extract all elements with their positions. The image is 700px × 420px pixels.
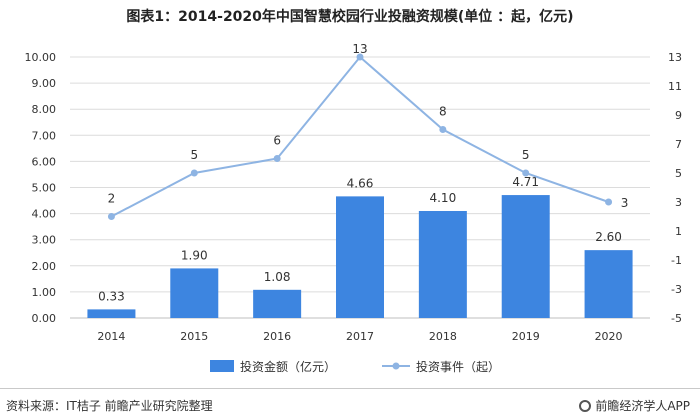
- x-tick-label: 2016: [263, 330, 291, 343]
- line-series: [107, 53, 613, 220]
- right-tick-label: -1: [671, 254, 682, 267]
- x-tick-label: 2019: [512, 330, 540, 343]
- left-tick-label: 1.00: [32, 286, 57, 299]
- bar: [253, 289, 302, 318]
- right-tick-label: 11: [668, 80, 682, 93]
- bar: [87, 309, 136, 318]
- line-point: [107, 213, 115, 220]
- bar-data-labels: 0.33 1.90 1.08 4.66 4.10 4.71 2.60: [98, 175, 622, 303]
- bar: [336, 196, 384, 318]
- line-point: [190, 169, 198, 177]
- legend-label-line: 投资事件（起）: [416, 359, 500, 374]
- bar-value-label: 4.10: [429, 191, 456, 205]
- line-data-labels: 2 5 6 13 8 5 3: [108, 42, 629, 210]
- legend-label-bar: 投资金额（亿元）: [240, 359, 336, 374]
- footer: 资料来源：IT桔子 前瞻产业研究院整理 前瞻经济学人APP: [0, 388, 700, 420]
- line-value-label: 2: [108, 192, 116, 206]
- line-point: [605, 198, 613, 206]
- x-tick-label: 2018: [429, 330, 457, 343]
- brand-logo-icon: [579, 399, 592, 412]
- line-point: [522, 169, 530, 177]
- right-tick-label: 7: [675, 138, 682, 151]
- right-tick-label: 9: [675, 109, 682, 122]
- bar-series: [87, 195, 633, 318]
- right-tick-label: 3: [675, 196, 682, 209]
- bar-value-label: 4.66: [347, 176, 374, 190]
- line-value-label: 5: [190, 148, 198, 162]
- line-value-label: 8: [439, 105, 447, 119]
- bar-value-label: 2.60: [595, 230, 622, 244]
- line-value-label: 3: [621, 196, 629, 210]
- bar-value-label: 0.33: [98, 289, 125, 303]
- right-tick-label: 5: [675, 167, 682, 180]
- line-point: [356, 53, 364, 61]
- left-axis-ticks: 0.00 1.00 2.00 3.00 4.00 5.00 6.00 7.00 8.00 9.00…: [25, 51, 57, 325]
- bar: [501, 195, 550, 318]
- source-note: 资料来源：IT桔子 前瞻产业研究院整理: [6, 399, 213, 413]
- bar-value-label: 1.08: [264, 270, 291, 284]
- bar: [584, 250, 633, 318]
- left-tick-label: 5.00: [32, 182, 57, 195]
- x-tick-label: 2014: [97, 330, 125, 343]
- line-value-label: 13: [352, 42, 367, 56]
- chart-title: 图表1：2014-2020年中国智慧校园行业投融资规模(单位 ：起，亿元): [126, 9, 574, 25]
- x-tick-label: 2020: [595, 330, 623, 343]
- left-tick-label: 8.00: [32, 103, 57, 116]
- brand: 前瞻经济学人APP: [579, 397, 690, 414]
- left-tick-label: 6.00: [32, 155, 57, 168]
- legend-swatch-bar: [210, 360, 234, 372]
- brand-name: 前瞻经济学人APP: [595, 399, 690, 413]
- left-tick-label: 0.00: [32, 312, 57, 325]
- right-tick-label: 1: [675, 225, 682, 238]
- left-tick-label: 4.00: [32, 208, 57, 221]
- line-value-label: 5: [522, 148, 530, 162]
- right-tick-label: 13: [668, 51, 682, 64]
- left-tick-label: 2.00: [32, 260, 57, 273]
- bar: [418, 210, 467, 318]
- combo-chart: 0.00 1.00 2.00 3.00 4.00 5.00 6.00 7.00 8.00 9.00…: [25, 42, 683, 374]
- bar-value-label: 4.71: [512, 175, 539, 189]
- line-point: [273, 155, 281, 162]
- line-point: [439, 126, 447, 133]
- bar-value-label: 1.90: [181, 248, 208, 262]
- legend-marker-line: [392, 362, 400, 370]
- left-tick-label: 10.00: [25, 51, 57, 64]
- left-tick-label: 7.00: [32, 129, 57, 142]
- right-tick-label: -3: [671, 283, 682, 296]
- right-tick-label: -5: [671, 312, 682, 325]
- bar: [170, 268, 219, 318]
- line-value-label: 6: [273, 134, 281, 148]
- left-tick-label: 3.00: [32, 234, 57, 247]
- left-tick-label: 9.00: [32, 77, 57, 90]
- series-line: [110, 55, 609, 218]
- x-axis-ticks: 2014 2015 2016 2017 2018 2019 2020: [97, 330, 622, 343]
- x-tick-label: 2017: [346, 330, 374, 343]
- legend: 投资金额（亿元） 投资事件（起）: [210, 359, 500, 374]
- x-tick-label: 2015: [180, 330, 208, 343]
